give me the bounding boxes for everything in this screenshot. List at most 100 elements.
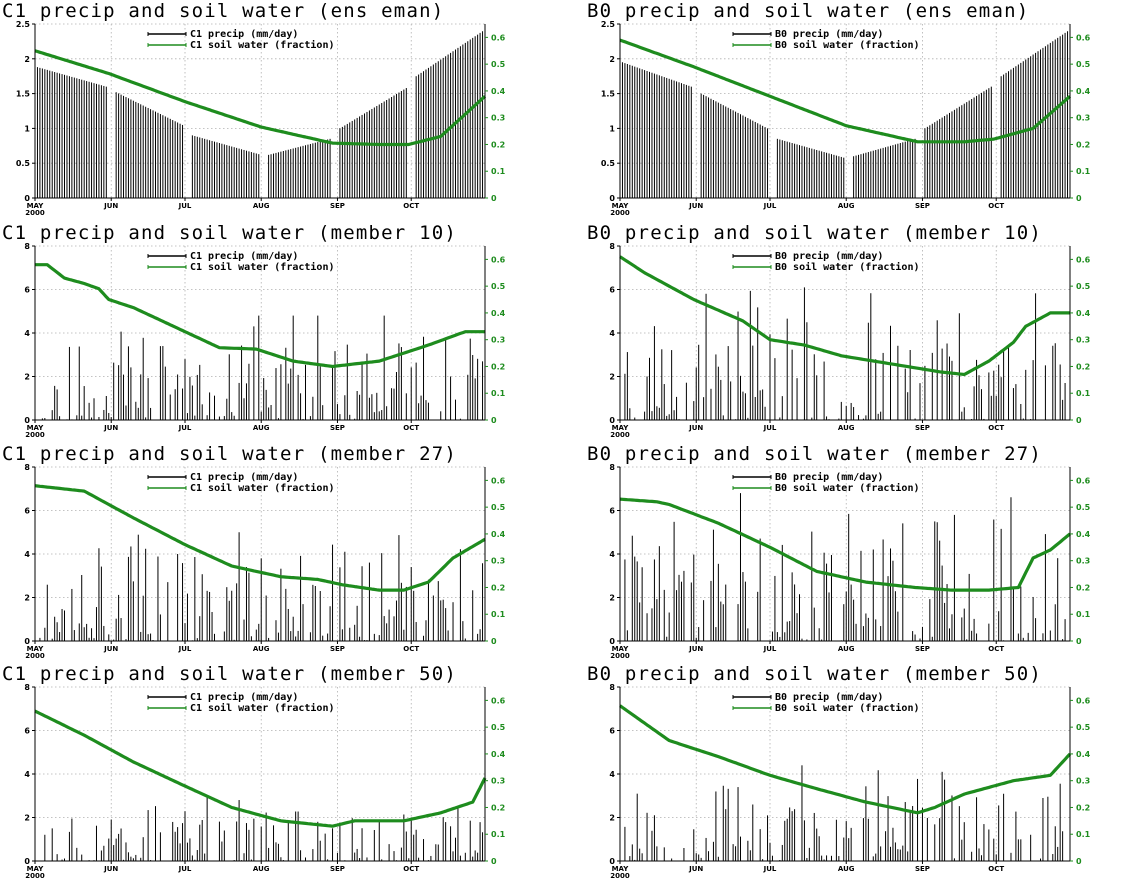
- legend-entry: C1 soil water (fraction): [190, 39, 335, 51]
- y-right-tick-label: 0.3: [1076, 777, 1090, 786]
- x-tick-label: MAY: [27, 202, 45, 210]
- x-tick-label: JUN: [103, 202, 118, 210]
- axes: 0 0.5 1 1.5 2 2.5 0 0.1 0.2 0.3 0.4 0.5 0.6 MAY JUN JUL…: [16, 20, 506, 217]
- y-left-tick-label: 4: [609, 770, 615, 779]
- y-right-tick-label: 0: [1076, 857, 1082, 866]
- y-right-tick-label: 0: [1076, 637, 1082, 646]
- x-tick-label: OCT: [403, 865, 419, 873]
- y-right-tick-label: 0: [1076, 416, 1082, 425]
- y-right-tick-label: 0.6: [1076, 476, 1091, 485]
- y-right-tick-label: 0.2: [491, 583, 505, 592]
- x-tick-label: MAY: [612, 865, 630, 873]
- y-right-tick-label: 0.4: [1076, 750, 1091, 759]
- legend-entry: B0 soil water (fraction): [775, 261, 920, 273]
- y-right-tick-label: 0.2: [1076, 140, 1090, 149]
- y-right-tick-label: 0: [491, 637, 497, 646]
- y-right-tick-label: 0.6: [1076, 696, 1091, 705]
- chart-panel: C1 precip and soil water (member 27) 0 2 4 6…: [0, 443, 550, 660]
- y-left-tick-label: 8: [24, 463, 30, 472]
- y-left-tick-label: 2: [609, 814, 615, 823]
- legend-entry: B0 precip (mm/day): [775, 471, 883, 483]
- y-left-tick-label: 0: [24, 857, 30, 866]
- x-year-label: 2000: [610, 431, 630, 439]
- x-tick-label: SEP: [915, 202, 930, 210]
- y-right-tick-label: 0.3: [491, 336, 505, 345]
- y-left-tick-label: 8: [24, 683, 30, 692]
- soil-water-line: [35, 263, 485, 369]
- axes: 0 2 4 6 8 0 0.1 0.2 0.3 0.4 0.5 0.6 MAY JUN JUL AUG SEP O…: [24, 463, 505, 660]
- x-tick-label: OCT: [403, 645, 419, 653]
- legend-entry: C1 soil water (fraction): [190, 482, 335, 494]
- legend: B0 precip (mm/day)B0 soil water (fractio…: [732, 28, 920, 51]
- soil-water-line: [619, 704, 1072, 815]
- x-tick-label: JUN: [688, 645, 703, 653]
- y-right-tick-label: 0.5: [1076, 503, 1091, 512]
- y-right-tick-label: 0.6: [1076, 33, 1091, 42]
- chart-title: C1 precip and soil water (member 50): [2, 663, 458, 685]
- x-tick-label: SEP: [330, 645, 345, 653]
- x-tick-label: AUG: [253, 202, 270, 210]
- x-tick-label: AUG: [838, 424, 855, 432]
- chart-plot: 0 2 4 6 8 0 0.1 0.2 0.3 0.4 0.5 0.6 MAY JUN JUL AUG SEP O…: [24, 242, 506, 439]
- y-left-tick-label: 2: [24, 55, 30, 64]
- chart-plot: 0 2 4 6 8 0 0.1 0.2 0.3 0.4 0.5 0.6 MAY JUN JUL AUG SEP O…: [609, 683, 1091, 880]
- precip-bars: [36, 29, 486, 198]
- y-right-tick-label: 0.3: [491, 777, 505, 786]
- x-year-label: 2000: [25, 652, 45, 660]
- y-right-tick-label: 0.5: [491, 723, 506, 732]
- x-tick-label: OCT: [403, 424, 419, 432]
- x-tick-label: AUG: [838, 202, 855, 210]
- y-right-tick-label: 0.4: [1076, 530, 1091, 539]
- chart-plot: 0 2 4 6 8 0 0.1 0.2 0.3 0.4 0.5 0.6 MAY JUN JUL AUG SEP O…: [609, 463, 1091, 660]
- y-right-tick-label: 0.5: [1076, 60, 1091, 69]
- y-right-tick-label: 0.4: [1076, 87, 1091, 96]
- y-right-tick-label: 0.3: [1076, 557, 1090, 566]
- legend: B0 precip (mm/day)B0 soil water (fractio…: [732, 250, 920, 273]
- chart-title: B0 precip and soil water (member 27): [587, 443, 1043, 465]
- axes: 0 0.5 1 1.5 2 2.5 0 0.1 0.2 0.3 0.4 0.5 0.6 MAY JUN JUL…: [601, 20, 1091, 217]
- y-right-tick-label: 0.2: [1076, 362, 1090, 371]
- chart-panel: C1 precip and soil water (ens eman) 0 0.5 1…: [0, 0, 550, 217]
- y-left-tick-label: 0: [609, 637, 615, 646]
- y-right-tick-label: 0.6: [491, 33, 506, 42]
- y-left-tick-label: 2: [24, 814, 30, 823]
- legend-entry: B0 precip (mm/day): [775, 28, 883, 40]
- y-right-tick-label: 0.5: [1076, 282, 1091, 291]
- y-left-tick-label: 1.5: [16, 90, 31, 99]
- soil-water-line: [619, 38, 1072, 144]
- y-right-tick-label: 0.1: [1076, 830, 1091, 839]
- y-left-tick-label: 1: [24, 124, 30, 133]
- legend-entry: B0 precip (mm/day): [775, 250, 883, 262]
- y-right-tick-label: 0.1: [1076, 389, 1091, 398]
- x-tick-label: AUG: [253, 865, 270, 873]
- x-tick-label: JUN: [103, 645, 118, 653]
- soil-water-line: [34, 484, 486, 592]
- y-right-tick-label: 0: [491, 194, 497, 203]
- chart-plot: 0 2 4 6 8 0 0.1 0.2 0.3 0.4 0.5 0.6 MAY JUN JUL AUG SEP O…: [24, 463, 505, 660]
- chart-plot: 0 0.5 1 1.5 2 2.5 0 0.1 0.2 0.3 0.4 0.5 0.6 MAY JUN JUL…: [601, 20, 1091, 217]
- soil-water-line: [619, 255, 1070, 377]
- y-right-tick-label: 0.4: [491, 750, 506, 759]
- legend-entry: B0 soil water (fraction): [775, 702, 920, 714]
- x-tick-label: MAY: [612, 645, 630, 653]
- x-year-label: 2000: [25, 209, 45, 217]
- chart-plot: 0 0.5 1 1.5 2 2.5 0 0.1 0.2 0.3 0.4 0.5 0.6 MAY JUN JUL…: [16, 20, 506, 217]
- x-tick-label: SEP: [915, 424, 930, 432]
- grid-lines: [620, 23, 1070, 198]
- y-right-tick-label: 0.2: [1076, 803, 1090, 812]
- x-tick-label: JUL: [178, 645, 192, 653]
- x-tick-label: JUL: [178, 202, 192, 210]
- x-tick-label: AUG: [253, 424, 270, 432]
- axes: 0 2 4 6 8 0 0.1 0.2 0.3 0.4 0.5 0.6 MAY JUN JUL AUG SEP O…: [609, 242, 1090, 439]
- y-left-tick-label: 4: [24, 329, 30, 338]
- legend: C1 precip (mm/day)C1 soil water (fractio…: [147, 250, 335, 273]
- x-tick-label: SEP: [915, 865, 930, 873]
- y-right-tick-label: 0.1: [491, 389, 506, 398]
- y-left-tick-label: 0: [24, 637, 30, 646]
- x-tick-label: MAY: [27, 865, 45, 873]
- y-right-tick-label: 0.1: [491, 610, 506, 619]
- y-right-tick-label: 0.4: [1076, 309, 1091, 318]
- y-right-tick-label: 0.3: [1076, 114, 1090, 123]
- x-tick-label: OCT: [403, 202, 419, 210]
- x-tick-label: OCT: [988, 202, 1004, 210]
